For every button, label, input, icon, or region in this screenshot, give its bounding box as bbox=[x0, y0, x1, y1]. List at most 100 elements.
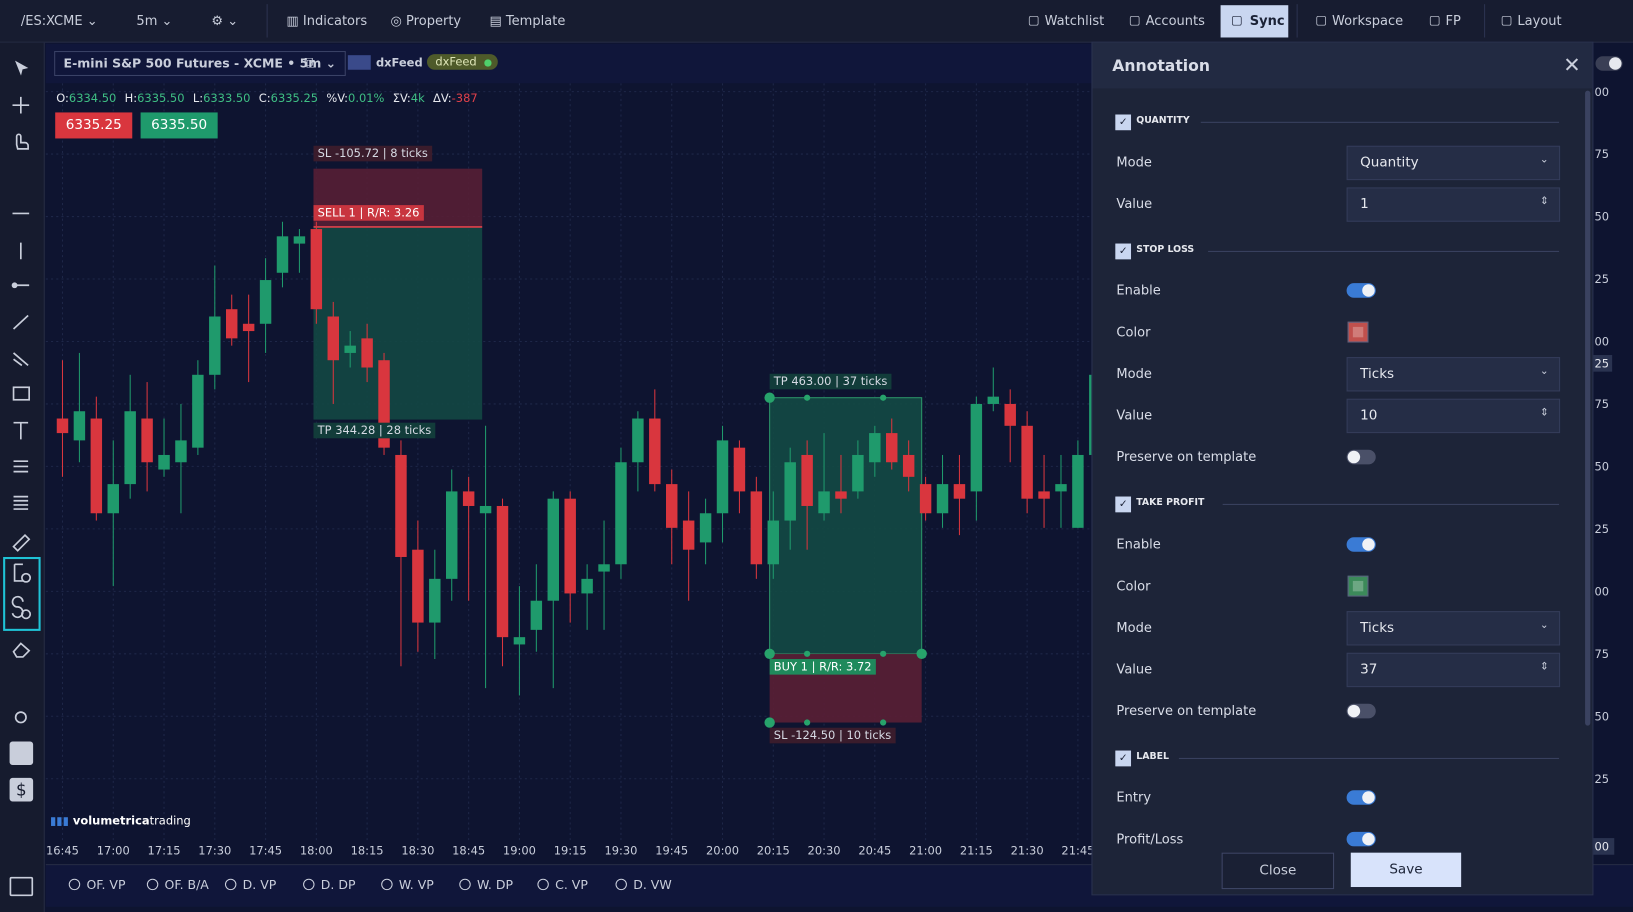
section-checkbox[interactable]: ✓ bbox=[1115, 114, 1132, 131]
section-title: STOP LOSS bbox=[1136, 244, 1195, 255]
trendline-tool[interactable] bbox=[12, 314, 29, 330]
annotation-label: SELL 1 | R/R: 3.26 bbox=[313, 205, 424, 221]
short-position-tool[interactable] bbox=[11, 595, 24, 619]
logo: ▮▮▮ volumetricatrading bbox=[49, 814, 191, 828]
trade-tool[interactable] bbox=[9, 777, 34, 802]
menu-item[interactable]: Layout ▢ bbox=[1501, 0, 1595, 42]
text-tool[interactable] bbox=[13, 421, 29, 440]
tab[interactable]: OF. VP bbox=[68, 877, 126, 893]
candle-body bbox=[649, 418, 661, 485]
tab-label: OF. VP bbox=[86, 877, 126, 893]
select-field[interactable]: Quantity ⌄ bbox=[1346, 145, 1561, 180]
tab[interactable]: OF. B/A bbox=[146, 878, 209, 892]
visibility-tool[interactable] bbox=[14, 711, 27, 724]
menu-label: Layout bbox=[1517, 12, 1562, 29]
section-checkbox[interactable]: ✓ bbox=[1115, 496, 1132, 513]
color-swatch[interactable] bbox=[1347, 321, 1369, 343]
magnet-tool[interactable] bbox=[9, 741, 34, 766]
radio bbox=[615, 878, 627, 891]
toggle-knob bbox=[1347, 704, 1361, 717]
ohlc-line: O:6334.50 H:6335.50 L:6333.50 C:6335.25 %V:0… bbox=[56, 92, 486, 106]
candle-body bbox=[124, 411, 136, 485]
menu-item[interactable]: Workspace ▢ bbox=[1315, 0, 1419, 42]
feed-badge: dxFeed bbox=[426, 54, 498, 70]
ohlc-label: %V: bbox=[326, 91, 349, 106]
section-title: QUANTITY bbox=[1136, 115, 1190, 126]
timeframe-selector[interactable]: 5m ⌄ bbox=[136, 12, 173, 29]
hand-tool[interactable] bbox=[15, 133, 29, 150]
toggle[interactable] bbox=[1346, 790, 1376, 805]
price-label: 75 bbox=[1594, 647, 1609, 661]
panel-header bbox=[1092, 42, 1593, 89]
toggle[interactable] bbox=[1346, 831, 1376, 847]
channel-tool[interactable] bbox=[12, 352, 29, 367]
ohlc-label: C: bbox=[258, 91, 271, 106]
time-label: 20:30 bbox=[808, 844, 841, 858]
candle-body bbox=[750, 491, 763, 565]
toolbar-icons: $ bbox=[3, 60, 41, 897]
long-position-tool[interactable] bbox=[13, 563, 23, 582]
menu-icon: ▢ bbox=[1500, 12, 1513, 28]
tab[interactable]: W. VP bbox=[381, 878, 434, 892]
instrument-selector[interactable]: E-mini S&P 500 Futures - XCME • 5m ⌄ bbox=[54, 51, 346, 77]
swatch-inner bbox=[1352, 580, 1364, 591]
menu-label: FP bbox=[1445, 12, 1461, 29]
close-icon[interactable]: ✕ bbox=[1563, 52, 1581, 78]
toggle[interactable] bbox=[1346, 449, 1376, 465]
menu-item[interactable]: ▤ Template bbox=[489, 12, 566, 29]
cursor-tool[interactable] bbox=[15, 60, 29, 76]
buy-button[interactable]: 6335.50 bbox=[140, 112, 218, 139]
color-swatch[interactable] bbox=[1347, 575, 1369, 597]
radio bbox=[459, 878, 471, 891]
number-field[interactable]: 10 ⇕ bbox=[1346, 398, 1561, 434]
number-field[interactable]: 37 ⇕ bbox=[1346, 652, 1561, 687]
save-button[interactable]: Save bbox=[1350, 852, 1462, 888]
field-label: Color bbox=[1116, 323, 1151, 340]
sell-button[interactable]: 6335.25 bbox=[55, 112, 133, 139]
candle-body bbox=[919, 484, 932, 514]
section-checkbox[interactable]: ✓ bbox=[1115, 750, 1132, 766]
panel-toggle[interactable] bbox=[9, 876, 34, 897]
toggle-knob bbox=[1362, 832, 1375, 846]
menu-item[interactable]: ◎ Property bbox=[390, 12, 462, 29]
rectangle-tool[interactable] bbox=[12, 386, 30, 401]
close-button[interactable]: Close bbox=[1221, 852, 1335, 890]
menu-icon: ▢ bbox=[1315, 12, 1328, 28]
menu-item[interactable]: FP ▢ bbox=[1429, 0, 1476, 42]
tab[interactable]: D. DP bbox=[303, 878, 356, 892]
radio bbox=[146, 878, 159, 891]
fib-ext-tool[interactable] bbox=[13, 495, 29, 510]
ruler-tool[interactable] bbox=[12, 533, 31, 552]
candle-body bbox=[564, 498, 576, 594]
section-checkbox[interactable]: ✓ bbox=[1115, 243, 1132, 259]
tab[interactable]: W. DP bbox=[459, 878, 513, 892]
tab[interactable]: C. VP bbox=[537, 878, 588, 892]
popout-button[interactable]: ⧉ bbox=[304, 53, 316, 72]
menu-item[interactable]: Sync ▢ bbox=[1220, 5, 1289, 38]
tab[interactable]: D. VW bbox=[615, 878, 672, 892]
time-label: 18:30 bbox=[401, 844, 434, 858]
symbol-selector[interactable]: /ES:XCME ⌄ bbox=[20, 12, 98, 29]
fib-tool[interactable] bbox=[13, 460, 29, 473]
candle-body bbox=[361, 338, 373, 368]
toggle[interactable] bbox=[1346, 703, 1376, 718]
menu-item[interactable]: ▥ Indicators bbox=[286, 12, 368, 29]
ohlc-value: 6335.50 bbox=[137, 91, 185, 106]
field-value: 10 bbox=[1360, 408, 1378, 424]
strip-toggle[interactable] bbox=[1595, 56, 1623, 71]
handle bbox=[764, 717, 775, 728]
select-field[interactable]: Ticks ⌄ bbox=[1346, 610, 1561, 645]
tab[interactable]: D. VP bbox=[224, 878, 276, 892]
select-field[interactable]: Ticks ⌄ bbox=[1346, 357, 1561, 392]
toggle[interactable] bbox=[1346, 536, 1376, 552]
crosshair-tool[interactable] bbox=[12, 96, 30, 114]
candle-body bbox=[987, 396, 1000, 404]
number-field[interactable]: 1 ⇕ bbox=[1346, 186, 1561, 222]
eraser-tool[interactable] bbox=[12, 642, 31, 658]
chart-type-selector[interactable]: ⚙ ⌄ bbox=[211, 12, 239, 29]
toggle[interactable] bbox=[1346, 283, 1376, 298]
menu-icon: ▢ bbox=[1128, 12, 1141, 28]
menu-item[interactable]: Accounts ▢ bbox=[1129, 0, 1216, 42]
field-label: Value bbox=[1116, 660, 1153, 677]
menu-item[interactable]: Watchlist ▢ bbox=[1028, 0, 1113, 42]
